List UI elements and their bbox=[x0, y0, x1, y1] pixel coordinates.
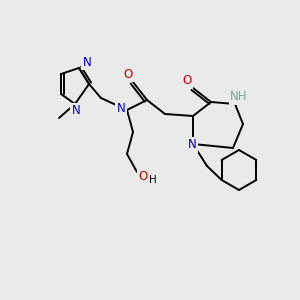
Text: N: N bbox=[82, 56, 91, 68]
Text: N: N bbox=[188, 139, 196, 152]
Text: H: H bbox=[149, 175, 157, 185]
Text: N: N bbox=[117, 103, 125, 116]
Text: O: O bbox=[123, 68, 133, 80]
Text: N: N bbox=[72, 104, 80, 118]
Text: O: O bbox=[138, 170, 148, 184]
Text: O: O bbox=[182, 74, 192, 88]
Text: NH: NH bbox=[230, 91, 248, 103]
